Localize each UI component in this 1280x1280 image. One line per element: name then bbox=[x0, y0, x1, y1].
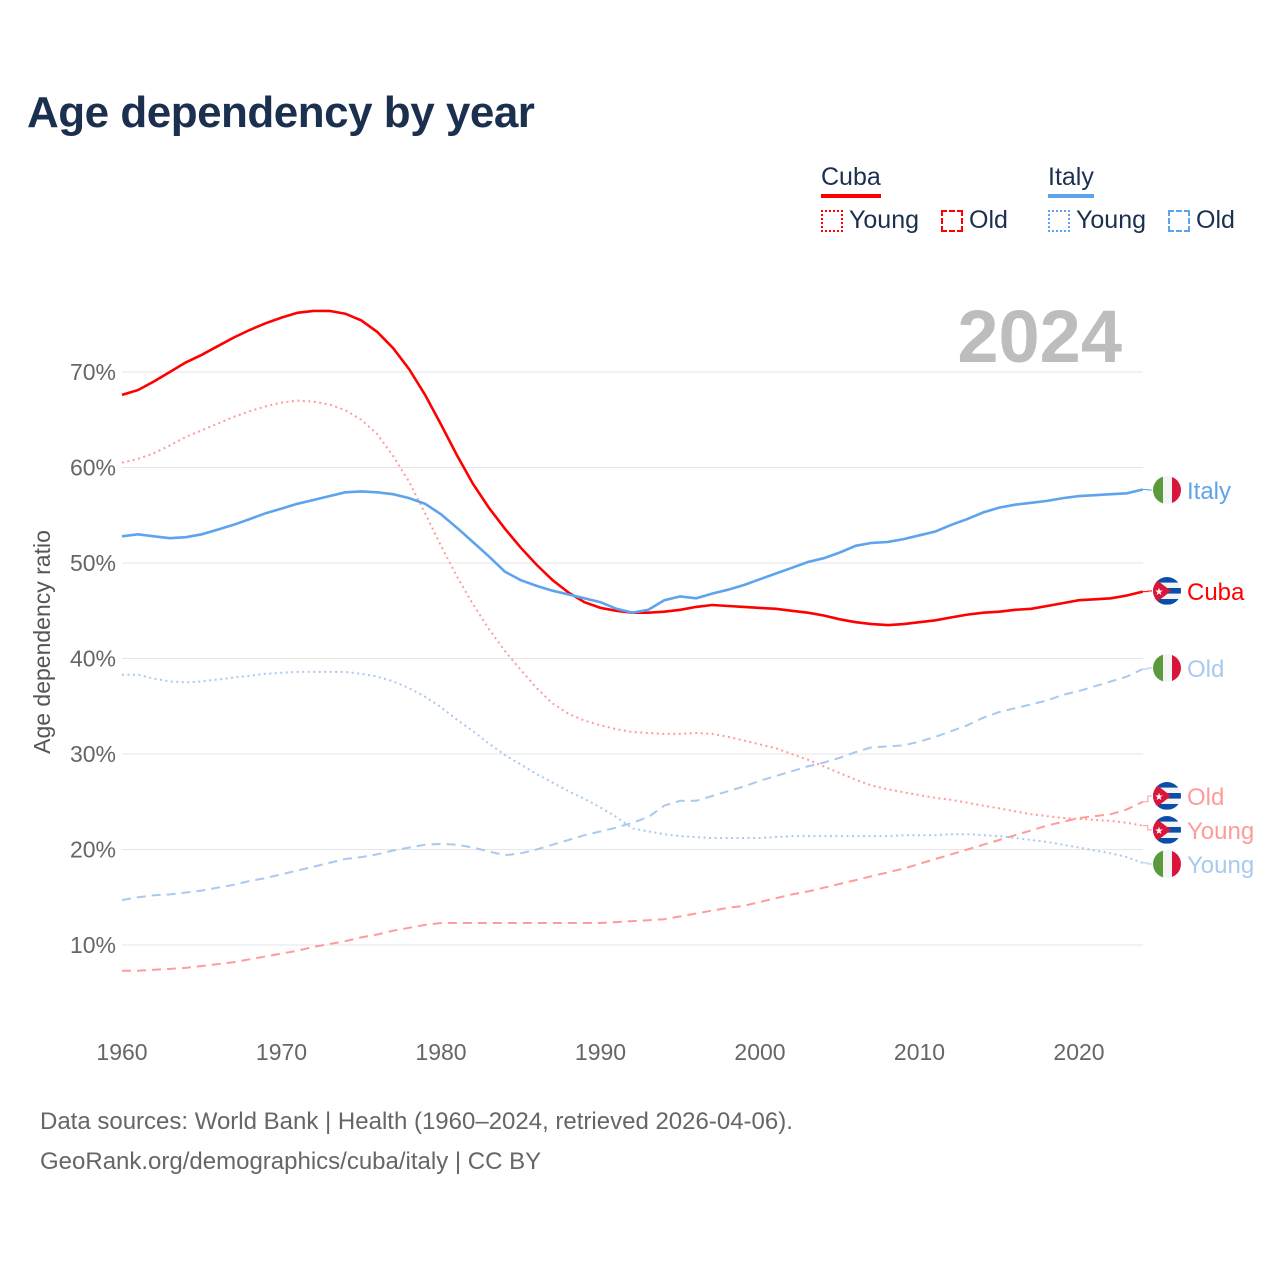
y-tick-label: 70% bbox=[70, 359, 116, 385]
chart-title: Age dependency by year bbox=[27, 88, 535, 137]
dotted-swatch-icon bbox=[821, 209, 843, 232]
footer-link[interactable]: GeoRank.org/demographics/cuba/italy | CC… bbox=[40, 1148, 542, 1175]
y-tick-label: 10% bbox=[70, 932, 116, 958]
legend-cuba-old[interactable]: Old bbox=[941, 206, 1008, 235]
year-watermark: 2024 bbox=[957, 295, 1122, 378]
legend-label: Young bbox=[1076, 206, 1146, 234]
end-label: Old bbox=[1187, 656, 1224, 683]
x-tick-label: 1960 bbox=[96, 1039, 147, 1065]
y-tick-label: 50% bbox=[70, 550, 116, 576]
legend-cuba-young[interactable]: Young bbox=[821, 206, 919, 235]
footer-source: Data sources: World Bank | Health (1960–… bbox=[40, 1108, 793, 1135]
x-tick-label: 2010 bbox=[894, 1039, 945, 1065]
series-line-italy-young[interactable] bbox=[122, 670, 1144, 864]
cuba-flag-icon: ★ bbox=[1153, 577, 1181, 605]
svg-text:★: ★ bbox=[1155, 826, 1164, 837]
x-tick-label: 1970 bbox=[256, 1039, 307, 1065]
end-label: Italy bbox=[1187, 478, 1231, 505]
y-tick-label: 40% bbox=[70, 646, 116, 672]
y-tick-label: 60% bbox=[70, 455, 116, 481]
end-label: Young bbox=[1187, 818, 1254, 845]
y-axis-label: Age dependency ratio bbox=[29, 530, 55, 754]
legend-italy-young[interactable]: Young bbox=[1048, 206, 1146, 235]
series-line-cuba-young[interactable] bbox=[121, 399, 1143, 827]
y-tick-label: 20% bbox=[70, 837, 116, 863]
dashed-swatch-icon bbox=[1168, 209, 1190, 232]
legend-label: Old bbox=[969, 206, 1008, 234]
x-tick-label: 1980 bbox=[415, 1039, 466, 1065]
label-connector bbox=[1142, 825, 1152, 831]
cuba-flag-icon: ★ bbox=[1153, 782, 1181, 810]
x-tick-label: 1990 bbox=[575, 1039, 626, 1065]
legend-label: Old bbox=[1196, 206, 1235, 234]
legend-label: Young bbox=[849, 206, 919, 234]
svg-text:★: ★ bbox=[1155, 792, 1164, 803]
italy-flag-icon bbox=[1153, 476, 1181, 504]
label-connector bbox=[1142, 795, 1152, 803]
end-label: Old bbox=[1187, 784, 1224, 811]
label-connector bbox=[1142, 488, 1152, 491]
label-connector bbox=[1142, 862, 1152, 865]
end-label: Cuba bbox=[1187, 579, 1245, 606]
series-line-cuba-old[interactable] bbox=[122, 800, 1144, 972]
italy-flag-icon bbox=[1153, 850, 1181, 878]
label-connector bbox=[1142, 667, 1152, 670]
end-label: Young bbox=[1187, 852, 1254, 879]
label-connector bbox=[1142, 590, 1152, 593]
x-tick-label: 2000 bbox=[734, 1039, 785, 1065]
dotted-swatch-icon bbox=[1048, 209, 1070, 232]
dashed-swatch-icon bbox=[941, 209, 963, 232]
svg-text:★: ★ bbox=[1155, 587, 1164, 598]
legend-cuba-heading[interactable]: Cuba bbox=[821, 163, 881, 198]
cuba-flag-icon: ★ bbox=[1153, 816, 1181, 844]
y-tick-label: 30% bbox=[70, 741, 116, 767]
series-line-italy[interactable] bbox=[121, 488, 1144, 615]
series-line-italy-old[interactable] bbox=[121, 668, 1144, 902]
legend-italy-old[interactable]: Old bbox=[1168, 206, 1235, 235]
x-tick-label: 2020 bbox=[1053, 1039, 1104, 1065]
legend-italy-heading[interactable]: Italy bbox=[1048, 163, 1094, 198]
italy-flag-icon bbox=[1153, 654, 1181, 682]
